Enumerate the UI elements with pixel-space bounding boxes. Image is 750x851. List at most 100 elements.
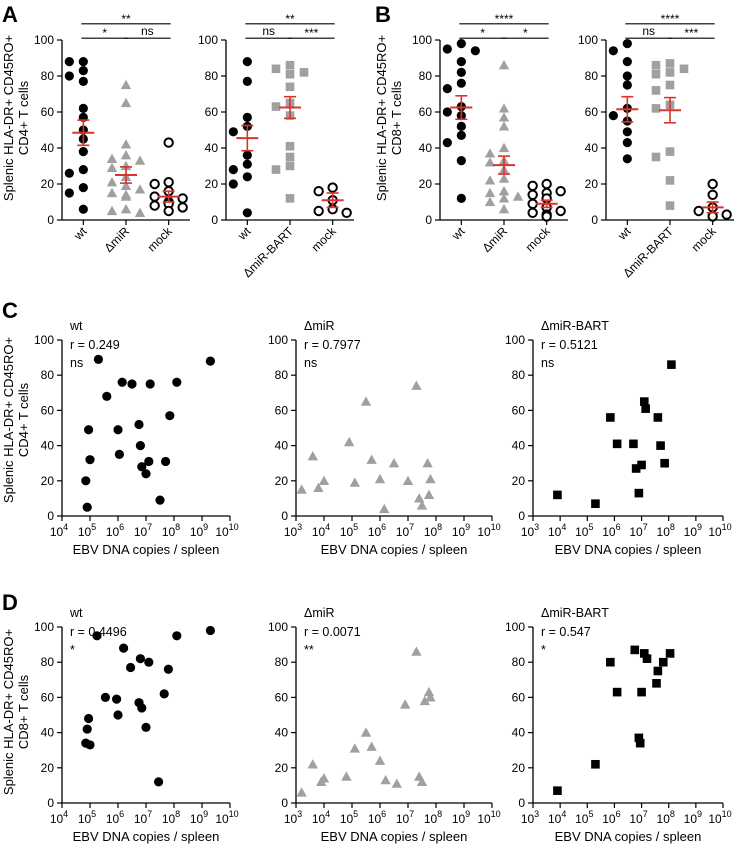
x-axis-label-D3: EBV DNA copies / spleen — [555, 829, 702, 844]
data-point-C1-17 — [161, 456, 171, 467]
data-point-B2-0-10 — [622, 154, 632, 164]
data-point-D1-19 — [205, 625, 215, 636]
data-point-D3-4 — [630, 645, 640, 655]
x-tick-exponent-D3-0: 3 — [534, 809, 539, 819]
data-point-A1-1-9 — [106, 177, 118, 187]
data-point-A1-0-12 — [78, 183, 88, 193]
x-tick-label-C3-3: 106 — [602, 522, 620, 539]
data-point-C3-10 — [653, 413, 663, 422]
x-tick-label-D2-4: 107 — [396, 809, 414, 826]
data-point-B1-1-11 — [498, 186, 510, 196]
significance-label-B1-2: * — [523, 26, 528, 40]
data-point-A1-2-5 — [177, 193, 188, 204]
y-tick-label-B1-60: 60 — [419, 105, 433, 119]
data-point-D2-4 — [341, 771, 352, 781]
x-tick-label-C1-6: 1010 — [215, 522, 238, 539]
data-point-C3-13 — [667, 360, 676, 369]
x-tick-label-D1-1: 105 — [78, 809, 96, 826]
x-tick-base-D2-7: 10 — [477, 812, 491, 826]
y-tick-label-D3-20: 20 — [512, 761, 526, 775]
data-point-C1-20 — [205, 356, 215, 366]
data-point-A2-1-2 — [299, 68, 309, 77]
data-point-A1-1-17 — [134, 207, 146, 217]
x-tick-exponent-D2-4: 7 — [409, 809, 414, 819]
x-tick-label-D1-3: 107 — [134, 809, 152, 826]
data-point-B2-1-11 — [665, 176, 675, 185]
x-tick-label-D3-0: 103 — [521, 809, 539, 826]
significance-label-A1-1: * — [102, 26, 107, 40]
data-point-B2-1-10 — [651, 152, 661, 162]
x-tick-label-D2-2: 105 — [340, 809, 358, 826]
x-tick-label-C3-7: 1010 — [708, 522, 731, 539]
data-point-D1-6 — [112, 694, 122, 704]
data-point-B1-0-1 — [442, 44, 452, 54]
x-tick-exponent-D3-2: 5 — [588, 809, 593, 819]
x-tick-exponent-D3-4: 7 — [643, 809, 648, 819]
data-point-C1-15 — [145, 379, 155, 389]
y-label-a-line2: CD4+ T cells — [16, 80, 31, 155]
x-tick-label-C2-6: 109 — [452, 522, 470, 539]
x-tick-label-C3-2: 105 — [575, 522, 593, 539]
data-point-B1-0-13 — [456, 156, 466, 166]
x-tick-exponent-D2-2: 5 — [353, 809, 358, 819]
data-point-D3-10 — [652, 679, 661, 688]
data-point-D1-12 — [137, 703, 147, 713]
data-point-B2-0-8 — [622, 127, 632, 137]
y-tick-label-B1-20: 20 — [419, 177, 433, 191]
x-tick-base-D3-5: 10 — [657, 812, 671, 826]
category-label-A1-2: mock — [145, 224, 176, 255]
data-point-B1-0-10 — [456, 121, 466, 131]
chart-title-C2: ΔmiR — [304, 319, 335, 333]
data-point-B2-2-3 — [693, 205, 704, 217]
significance-label-B1-1: * — [480, 26, 485, 40]
data-point-B2-1-6 — [651, 86, 661, 95]
category-label-B1-2: mock — [523, 224, 554, 255]
x-tick-base-C3-1: 10 — [548, 525, 562, 539]
data-point-A2-1-3 — [285, 69, 295, 79]
data-point-D2-12 — [411, 646, 422, 656]
y-label-a: Splenic HLA-DR+ CD45RO+ CD4+ T cells — [1, 35, 31, 201]
data-point-C1-12 — [137, 462, 147, 472]
data-point-B2-1-3 — [665, 68, 675, 77]
significance-label-B2-1: ns — [642, 24, 655, 38]
data-point-C1-9 — [127, 379, 137, 389]
data-point-A2-0-2 — [242, 112, 252, 122]
data-point-C2-11 — [402, 475, 414, 485]
data-point-A1-2-9 — [177, 202, 188, 213]
x-tick-label-C1-2: 106 — [106, 522, 124, 539]
y-tick-label-D1-20: 20 — [41, 761, 55, 775]
x-tick-label-D3-5: 108 — [657, 809, 675, 826]
correlation-r-D2: r = 0.0071 — [304, 625, 361, 639]
x-tick-exponent-D1-3: 7 — [147, 809, 152, 819]
data-point-B1-2-4 — [527, 189, 538, 201]
data-point-C3-7 — [637, 460, 646, 470]
x-tick-base-C3-7: 10 — [708, 525, 722, 539]
data-point-B1-0-3 — [456, 57, 466, 67]
x-tick-exponent-C3-6: 9 — [697, 522, 702, 532]
data-point-A2-1-6 — [271, 102, 281, 111]
x-tick-label-C2-2: 105 — [340, 522, 358, 539]
x-tick-base-C1-4: 10 — [162, 525, 176, 539]
y-tick-label-A2-0: 0 — [211, 213, 218, 227]
data-point-A2-0-10 — [242, 208, 252, 218]
x-tick-label-C1-1: 105 — [78, 522, 96, 539]
y-tick-label-D1-40: 40 — [41, 726, 55, 740]
x-tick-base-D2-3: 10 — [368, 812, 382, 826]
x-tick-label-C2-1: 104 — [312, 522, 330, 539]
data-point-D2-10 — [391, 778, 402, 788]
data-point-B2-0-3 — [622, 71, 632, 81]
x-axis-label-D1: EBV DNA copies / spleen — [73, 829, 220, 844]
data-point-D2-15 — [419, 695, 430, 706]
data-point-C2-15 — [422, 458, 433, 468]
data-point-B1-1-5 — [484, 148, 496, 158]
x-tick-label-C2-3: 106 — [368, 522, 386, 539]
y-tick-label-D1-60: 60 — [41, 690, 55, 704]
y-tick-label-D1-100: 100 — [34, 620, 54, 634]
category-label-B2-0: wt — [614, 224, 634, 244]
data-point-D2-11 — [400, 699, 411, 709]
correlation-significance-D1: * — [70, 643, 75, 657]
y-tick-label-C1-40: 40 — [41, 439, 55, 453]
x-tick-base-D2-1: 10 — [312, 812, 326, 826]
